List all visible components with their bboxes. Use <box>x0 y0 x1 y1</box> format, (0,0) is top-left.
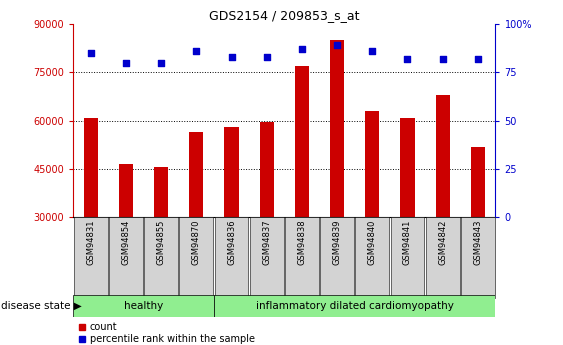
Point <box>403 56 412 62</box>
Text: GSM94841: GSM94841 <box>403 220 412 265</box>
Point <box>86 50 95 56</box>
Text: GSM94831: GSM94831 <box>86 220 95 265</box>
Bar <box>250 217 284 298</box>
Bar <box>144 217 178 298</box>
Bar <box>260 122 274 217</box>
Text: GSM94843: GSM94843 <box>473 220 482 265</box>
Point <box>473 56 482 62</box>
Bar <box>471 147 485 217</box>
Bar <box>109 217 143 298</box>
Bar <box>426 217 459 298</box>
Point <box>333 43 342 48</box>
Bar <box>215 217 248 298</box>
Point <box>297 47 306 52</box>
Bar <box>295 66 309 217</box>
Text: GSM94854: GSM94854 <box>122 220 131 265</box>
Bar <box>189 132 203 217</box>
Bar <box>73 295 214 317</box>
Title: GDS2154 / 209853_s_at: GDS2154 / 209853_s_at <box>209 9 360 22</box>
Text: GSM94855: GSM94855 <box>157 220 166 265</box>
Bar <box>180 217 213 298</box>
Bar <box>365 111 379 217</box>
Bar <box>119 164 133 217</box>
Bar <box>285 217 319 298</box>
Text: inflammatory dilated cardiomyopathy: inflammatory dilated cardiomyopathy <box>256 301 454 311</box>
Text: GSM94840: GSM94840 <box>368 220 377 265</box>
Bar <box>436 95 450 217</box>
Bar <box>330 40 344 217</box>
Point <box>368 48 377 54</box>
Point <box>192 48 201 54</box>
Bar <box>355 217 389 298</box>
Text: GSM94842: GSM94842 <box>438 220 447 265</box>
Text: GSM94870: GSM94870 <box>192 220 201 265</box>
Text: GSM94836: GSM94836 <box>227 220 236 265</box>
Bar <box>391 217 425 298</box>
Bar <box>84 118 98 217</box>
Point <box>262 54 271 60</box>
Text: GSM94838: GSM94838 <box>297 220 306 265</box>
Bar <box>154 167 168 217</box>
Bar <box>225 127 239 217</box>
Point <box>227 54 236 60</box>
Text: disease state ▶: disease state ▶ <box>1 301 81 311</box>
Bar <box>74 217 108 298</box>
Text: GSM94839: GSM94839 <box>333 220 342 265</box>
Text: GSM94837: GSM94837 <box>262 220 271 265</box>
Bar <box>400 118 414 217</box>
Text: healthy: healthy <box>124 301 163 311</box>
Bar <box>320 217 354 298</box>
Bar <box>461 217 495 298</box>
Legend: count, percentile rank within the sample: count, percentile rank within the sample <box>78 322 254 344</box>
Point <box>157 60 166 66</box>
Bar <box>214 295 495 317</box>
Point <box>438 56 447 62</box>
Point <box>122 60 131 66</box>
